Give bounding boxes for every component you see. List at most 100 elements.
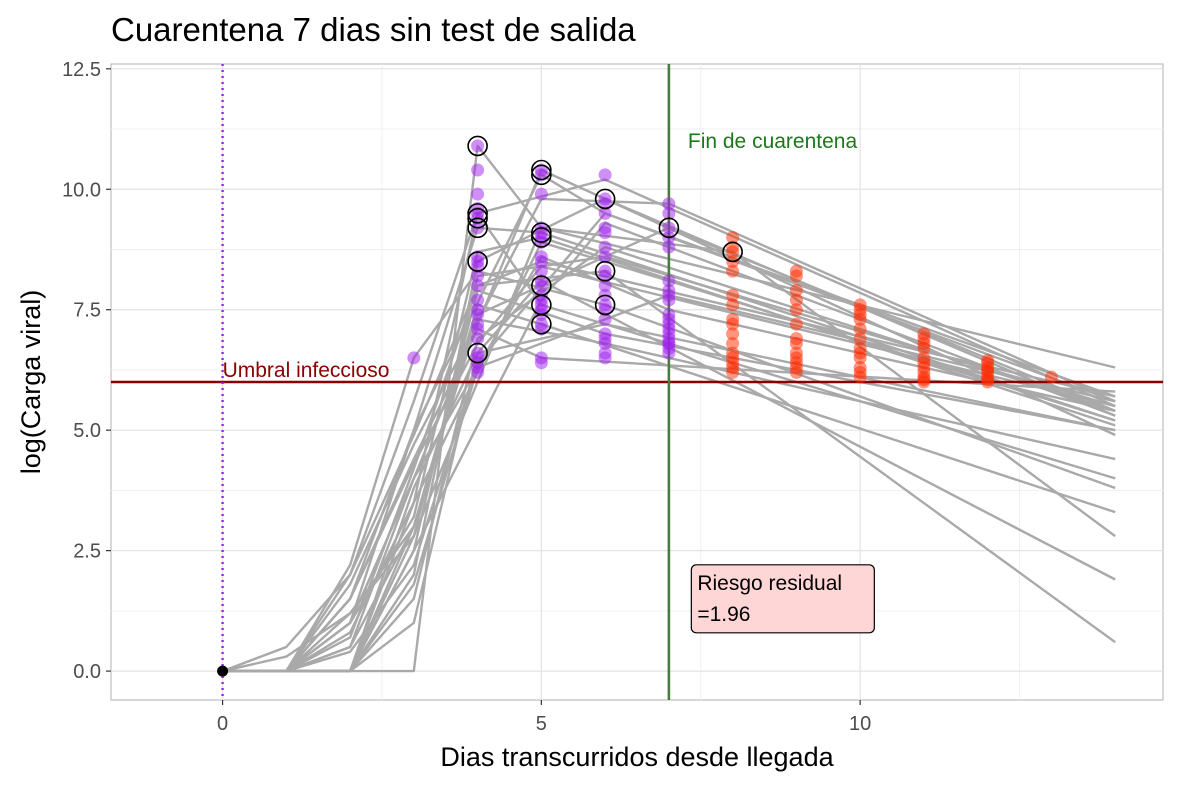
post-quarantine-point: [917, 341, 931, 355]
quarantine-point: [598, 269, 612, 283]
quarantine-point: [471, 269, 485, 283]
post-quarantine-point: [789, 269, 803, 283]
quarantine-point: [471, 332, 485, 346]
quarantine-point: [471, 163, 485, 177]
post-quarantine-point: [853, 312, 867, 326]
quarantine-point: [598, 226, 612, 240]
quarantine-point: [598, 279, 612, 293]
chart-title: Cuarentena 7 dias sin test de salida: [111, 11, 636, 48]
post-quarantine-point: [853, 351, 867, 365]
highlighted-point: [531, 159, 552, 181]
quarantine-point: [598, 303, 612, 317]
post-quarantine-point: [726, 264, 740, 278]
quarantine-point: [598, 312, 612, 326]
residual-risk-line2: =1.96: [697, 603, 750, 626]
post-quarantine-point: [981, 375, 995, 389]
quarantine-point: [534, 279, 548, 293]
quarantine-point: [598, 336, 612, 350]
quarantine-point: [662, 197, 676, 211]
quarantine-point: [471, 139, 485, 153]
quarantine-point: [471, 187, 485, 201]
y-axis-title: log(Carga viral): [16, 290, 46, 475]
post-quarantine-point: [726, 327, 740, 341]
post-quarantine-point: [789, 336, 803, 350]
post-quarantine-point: [789, 293, 803, 307]
quarantine-point: [662, 221, 676, 235]
quarantine-point: [471, 259, 485, 273]
post-quarantine-point: [917, 375, 931, 389]
quarantine-point: [662, 293, 676, 307]
y-tick-label: 7.5: [73, 300, 101, 322]
post-quarantine-point: [1044, 370, 1058, 384]
quarantine-point: [471, 279, 485, 293]
y-tick-label: 12.5: [62, 59, 101, 81]
post-quarantine-point: [789, 365, 803, 379]
post-quarantine-point: [853, 332, 867, 346]
post-quarantine-point: [726, 365, 740, 379]
post-quarantine-point: [726, 317, 740, 331]
quarantine-point: [598, 240, 612, 254]
highlighted-point: [467, 251, 488, 272]
highlighted-point: [531, 164, 552, 186]
highlighted-point: [467, 135, 488, 157]
post-quarantine-point: [726, 336, 740, 350]
quarantine-point: [598, 250, 612, 264]
post-quarantine-point: [789, 283, 803, 297]
post-quarantine-point: [726, 230, 740, 244]
post-quarantine-point: [853, 322, 867, 336]
y-tick-label: 0.0: [73, 661, 101, 683]
highlighted-point: [594, 260, 616, 282]
post-quarantine-point: [789, 303, 803, 317]
post-quarantine-point: [789, 317, 803, 331]
x-axis-title: Dias transcurridos desde llegada: [440, 742, 834, 772]
quarantine-point: [662, 346, 676, 360]
post-quarantine-point: [726, 298, 740, 312]
y-axis-ticks: 0.0 2.5 5.0 7.5 10.0 12.5: [62, 59, 111, 683]
residual-risk-line1: Riesgo residual: [697, 572, 842, 595]
quarantine-point: [471, 308, 485, 322]
y-tick-label: 5.0: [73, 420, 101, 442]
highlighted-point: [658, 217, 680, 239]
x-tick-label: 5: [536, 713, 547, 735]
quarantine-point: [662, 240, 676, 254]
quarantine-point: [534, 255, 548, 269]
post-quarantine-point: [726, 288, 740, 302]
quarantine-point: [598, 351, 612, 365]
highlighted-point: [467, 203, 488, 224]
highlighted-point: [722, 241, 743, 263]
quarantine-point: [407, 351, 421, 365]
plot-area: [110, 63, 1164, 701]
y-tick-label: 10.0: [62, 179, 101, 201]
quarantine-point: [662, 206, 676, 220]
threshold-label: Umbral infeccioso: [223, 359, 390, 382]
origin-point: [217, 665, 229, 677]
post-quarantine-point: [726, 245, 740, 259]
quarantine-point: [471, 322, 485, 336]
quarantine-point: [598, 206, 612, 220]
highlighted-point: [531, 222, 552, 243]
x-axis-ticks: 0 5 10: [217, 700, 871, 735]
quarantine-point: [534, 264, 548, 278]
x-tick-label: 0: [217, 713, 228, 735]
highlighted-point: [467, 217, 488, 239]
highlighted-point: [531, 313, 552, 335]
quarantine-point: [534, 187, 548, 201]
highlighted-point: [531, 227, 552, 248]
quarantine-point: [662, 336, 676, 350]
residual-risk-box: [690, 564, 875, 634]
quarantine-point: [598, 168, 612, 182]
quarantine-end-label: Fin de cuarentena: [688, 130, 858, 153]
highlighted-point: [594, 188, 616, 210]
quarantine-point: [471, 365, 485, 379]
x-tick-label: 10: [849, 713, 871, 735]
quarantine-point: [471, 293, 485, 307]
quarantine-point: [534, 356, 548, 370]
y-tick-label: 2.5: [73, 541, 101, 563]
highlighted-point: [467, 342, 488, 364]
highlighted-point: [594, 294, 616, 316]
data-points: [217, 135, 1058, 677]
quarantine-point: [598, 197, 612, 211]
quarantine-point: [534, 322, 548, 336]
residual-risk-label: Riesgo residual =1.96: [690, 564, 875, 634]
